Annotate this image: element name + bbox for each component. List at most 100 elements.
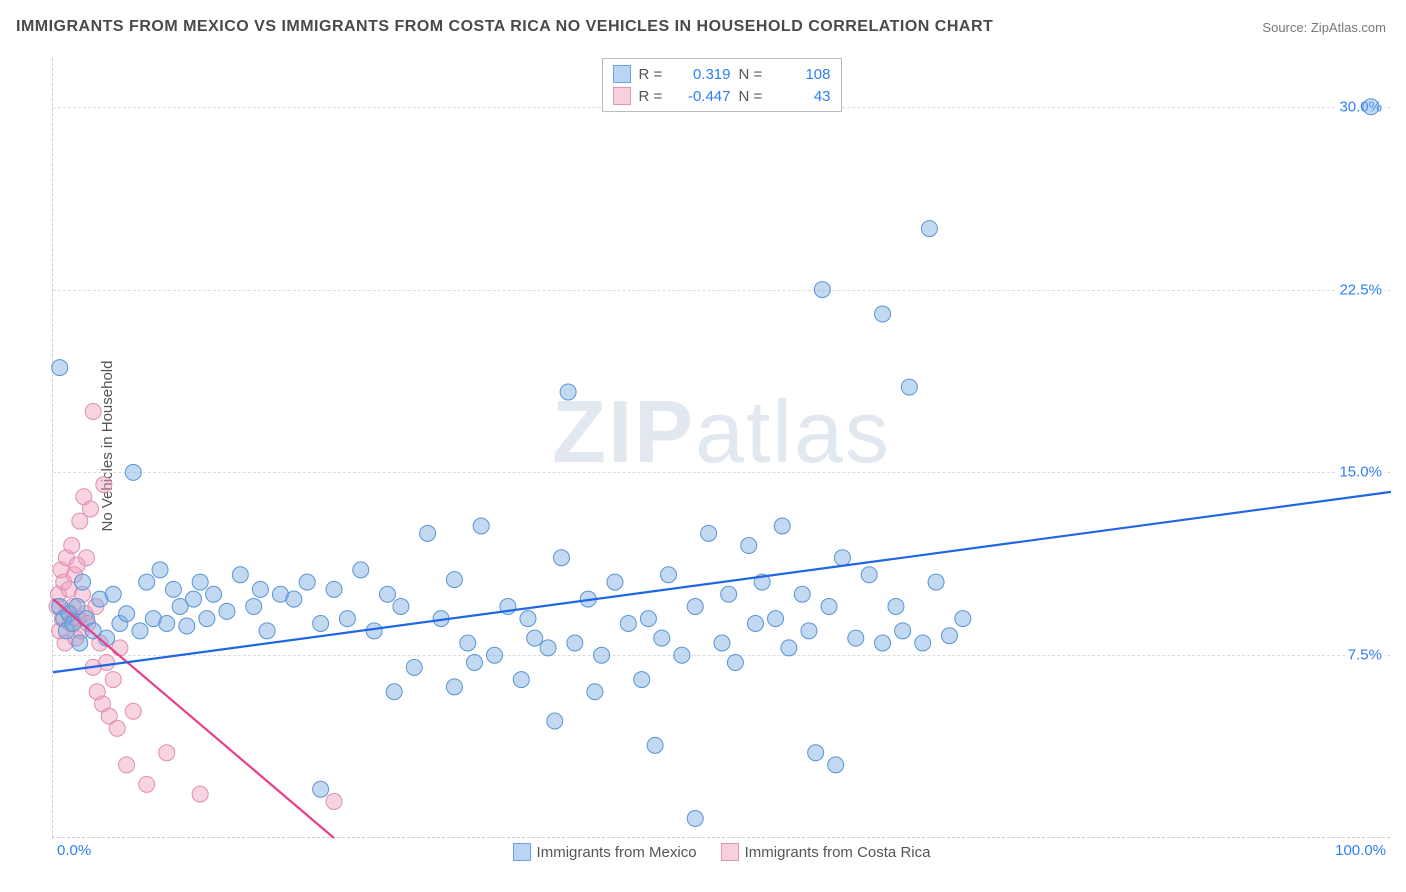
plot-area: ZIPatlas 7.5%15.0%22.5%30.0% R = 0.319 N… — [52, 58, 1390, 838]
data-point — [714, 635, 730, 651]
data-point — [553, 550, 569, 566]
n-label: N = — [739, 88, 767, 105]
data-point — [96, 477, 112, 493]
data-point — [206, 586, 222, 602]
data-point — [159, 745, 175, 761]
data-point — [152, 562, 168, 578]
data-point — [821, 598, 837, 614]
data-point — [353, 562, 369, 578]
data-point — [701, 525, 717, 541]
data-point — [660, 567, 676, 583]
data-point — [747, 616, 763, 632]
data-point — [78, 550, 94, 566]
data-point — [159, 616, 175, 632]
data-point — [339, 611, 355, 627]
data-point — [326, 581, 342, 597]
mexico-series-label: Immigrants from Mexico — [537, 844, 697, 861]
source-label: Source: — [1262, 20, 1307, 35]
data-point — [921, 221, 937, 237]
data-point — [299, 574, 315, 590]
data-point — [915, 635, 931, 651]
data-point — [125, 464, 141, 480]
data-point — [654, 630, 670, 646]
data-point — [466, 655, 482, 671]
source-attribution: Source: ZipAtlas.com — [1262, 20, 1386, 35]
data-point — [85, 403, 101, 419]
data-point — [185, 591, 201, 607]
data-point — [487, 647, 503, 663]
data-point — [105, 672, 121, 688]
data-point — [393, 598, 409, 614]
data-point — [192, 574, 208, 590]
data-point — [560, 384, 576, 400]
data-point — [326, 793, 342, 809]
data-point — [139, 574, 155, 590]
data-point — [259, 623, 275, 639]
data-point — [446, 679, 462, 695]
mexico-swatch-icon — [513, 843, 531, 861]
data-point — [119, 757, 135, 773]
data-point — [955, 611, 971, 627]
data-point — [781, 640, 797, 656]
mexico-swatch-icon — [613, 65, 631, 83]
legend-row-costa-rica: R = -0.447 N = 43 — [613, 85, 831, 107]
data-point — [313, 781, 329, 797]
source-value: ZipAtlas.com — [1311, 20, 1386, 35]
data-point — [165, 581, 181, 597]
data-point — [647, 737, 663, 753]
data-point — [808, 745, 824, 761]
data-point — [774, 518, 790, 534]
x-tick-max: 100.0% — [1335, 842, 1386, 859]
data-point — [313, 616, 329, 632]
legend-item-costa-rica: Immigrants from Costa Rica — [721, 843, 931, 861]
data-point — [132, 623, 148, 639]
data-point — [801, 623, 817, 639]
data-point — [446, 572, 462, 588]
data-point — [828, 757, 844, 773]
data-point — [875, 306, 891, 322]
chart-title: IMMIGRANTS FROM MEXICO VS IMMIGRANTS FRO… — [16, 18, 993, 36]
data-point — [741, 538, 757, 554]
data-point — [192, 786, 208, 802]
data-point — [888, 598, 904, 614]
data-point — [587, 684, 603, 700]
data-point — [82, 501, 98, 517]
data-point — [246, 598, 262, 614]
data-point — [941, 628, 957, 644]
data-point — [460, 635, 476, 651]
x-tick-min: 0.0% — [57, 842, 91, 859]
data-point — [901, 379, 917, 395]
data-point — [119, 606, 135, 622]
series-legend: Immigrants from Mexico Immigrants from C… — [513, 843, 931, 861]
data-point — [640, 611, 656, 627]
data-point — [875, 635, 891, 651]
data-point — [687, 598, 703, 614]
legend-row-mexico: R = 0.319 N = 108 — [613, 63, 831, 85]
data-point — [380, 586, 396, 602]
data-point — [540, 640, 556, 656]
data-point — [473, 518, 489, 534]
data-point — [64, 538, 80, 554]
data-point — [252, 581, 268, 597]
data-point — [620, 616, 636, 632]
data-point — [594, 647, 610, 663]
plot-svg — [53, 58, 1390, 837]
data-point — [848, 630, 864, 646]
data-point — [768, 611, 784, 627]
mexico-n-value: 108 — [775, 66, 831, 83]
data-point — [721, 586, 737, 602]
costa-rica-series-label: Immigrants from Costa Rica — [745, 844, 931, 861]
data-point — [112, 640, 128, 656]
data-point — [386, 684, 402, 700]
data-point — [74, 574, 90, 590]
legend-item-mexico: Immigrants from Mexico — [513, 843, 697, 861]
data-point — [794, 586, 810, 602]
data-point — [527, 630, 543, 646]
data-point — [199, 611, 215, 627]
data-point — [520, 611, 536, 627]
data-point — [286, 591, 302, 607]
data-point — [1363, 99, 1379, 115]
data-point — [547, 713, 563, 729]
data-point — [139, 776, 155, 792]
data-point — [607, 574, 623, 590]
